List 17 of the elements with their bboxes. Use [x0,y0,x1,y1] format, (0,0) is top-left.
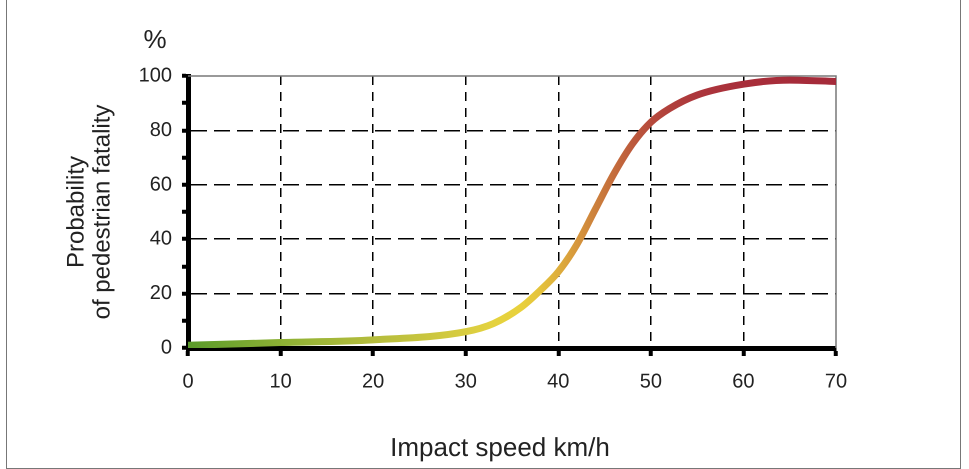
x-tick-label: 0 [182,370,194,393]
x-tick-label: 30 [454,370,477,393]
y-tick-label: 40 [150,228,172,250]
y-tick-label: 20 [150,282,172,304]
x-axis-title: Impact speed km/h [390,432,610,462]
x-tick-label: 20 [362,370,384,393]
y-tick-label: 60 [150,173,172,196]
x-tick-label: 60 [732,370,755,393]
y-tick-label: 0 [160,336,172,359]
x-tick-label: 50 [640,370,662,393]
y-tick-label: 80 [150,118,172,141]
x-tick-label: 10 [269,370,292,393]
y-tick-label: 100 [138,64,172,87]
x-tick-label: 40 [547,370,570,393]
y-axis-title: Probability of pedestrian fatality [62,104,116,320]
text: % [143,24,167,54]
x-tick-label: 70 [824,370,848,393]
